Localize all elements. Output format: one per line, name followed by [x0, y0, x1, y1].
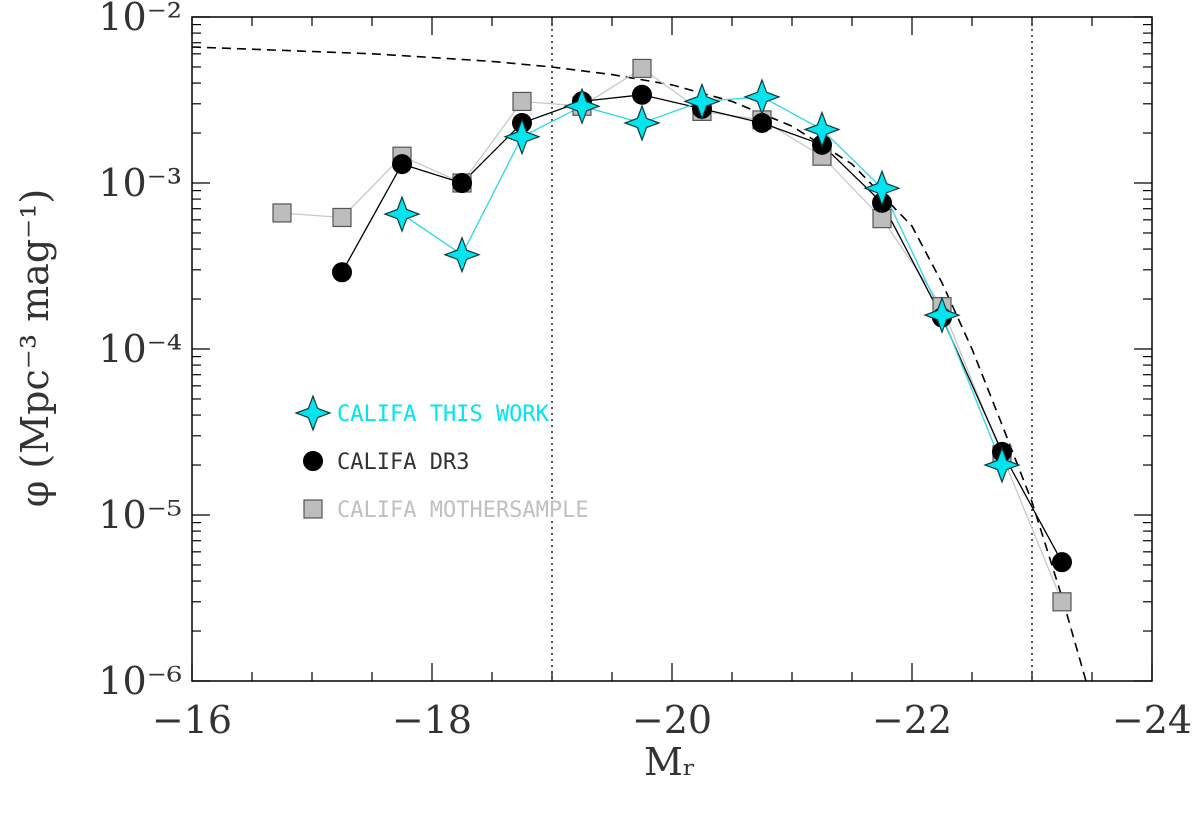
data-point-star4 — [803, 110, 841, 149]
schechter-fit-line — [191, 46, 1087, 682]
data-point-circle — [452, 173, 472, 193]
data-point-circle — [1052, 552, 1072, 573]
y-tick-label: 10⁻⁵ — [98, 493, 182, 537]
y-tick-label: 10⁻² — [98, 0, 182, 39]
y-tick-label: 10⁻³ — [98, 161, 182, 205]
series-line-circle — [341, 94, 1063, 563]
data-point-star4 — [743, 78, 781, 116]
data-point-star4 — [983, 446, 1021, 484]
series-markers — [272, 58, 1072, 612]
legend-marker-circle — [303, 451, 323, 471]
data-point-circle — [632, 84, 652, 105]
vertical-reference-lines — [551, 17, 1033, 681]
axis-ticks — [191, 16, 1153, 682]
y-tick-label: 10⁻⁴ — [98, 327, 182, 371]
plot-frame — [191, 16, 1153, 682]
tick-labels: −16 −18 −20 −22 −24 10⁻⁶ 10⁻⁵ 10⁻⁴ 10⁻³ 10⁻² — [98, 0, 1192, 742]
legend: CALIFA THIS WORK CALIFA DR3 CALIFA MOTHERS… — [294, 394, 589, 523]
schechter-fit-layer — [191, 46, 1087, 682]
data-point-square — [632, 58, 652, 79]
x-tick-label: −22 — [872, 698, 952, 742]
y-tick-label: 10⁻⁶ — [98, 659, 182, 703]
x-tick-label: −20 — [632, 698, 712, 742]
data-point-circle — [332, 262, 352, 283]
data-point-star4 — [863, 169, 901, 207]
x-tick-label: −18 — [392, 698, 472, 742]
data-point-star4 — [623, 104, 661, 142]
data-point-star4 — [563, 87, 601, 125]
data-point-square — [272, 203, 292, 223]
data-point-square — [1052, 592, 1072, 612]
x-tick-label: −16 — [152, 698, 232, 742]
data-point-star4 — [923, 296, 961, 334]
legend-label: CALIFA THIS WORK — [337, 402, 550, 427]
data-point-square — [512, 91, 532, 112]
data-point-star4 — [383, 195, 421, 233]
legend-marker-square — [303, 499, 323, 519]
data-point-circle — [752, 112, 772, 133]
x-axis-title: Mᵣ — [644, 740, 696, 784]
legend-marker-star4 — [294, 394, 332, 432]
data-point-star4 — [683, 82, 721, 121]
x-tick-label: −24 — [1112, 698, 1192, 742]
legend-label: CALIFA MOTHERSAMPLE — [337, 498, 589, 523]
data-point-square — [332, 207, 352, 228]
data-point-circle — [392, 154, 412, 175]
plot-border — [191, 16, 1153, 682]
y-axis-title: φ (Mpc⁻³ mag⁻¹) — [13, 189, 57, 508]
data-point-star4 — [503, 117, 541, 156]
legend-label: CALIFA DR3 — [337, 450, 469, 475]
series-line-square — [281, 67, 1063, 603]
data-point-star4 — [443, 235, 481, 274]
